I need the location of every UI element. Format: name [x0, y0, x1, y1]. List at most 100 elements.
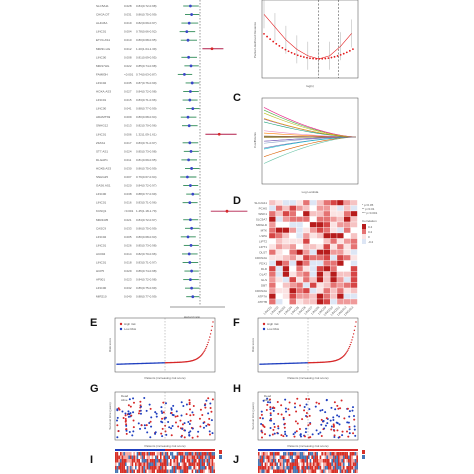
- panelI-cell: [183, 469, 185, 473]
- panelH-point: [304, 431, 307, 434]
- panelI-cell: [200, 452, 202, 456]
- panelG-point: [161, 435, 164, 438]
- panelF-legend-low-dot: [262, 327, 266, 331]
- panelF-point: [346, 350, 348, 353]
- panelI-cell: [123, 466, 125, 470]
- panel-d-cell: [275, 243, 283, 250]
- panelH-point: [273, 432, 276, 435]
- panelH-point: [269, 408, 272, 411]
- panelJ-cell: [283, 452, 285, 456]
- panelG-point: [188, 431, 191, 434]
- panelI-cell: [196, 455, 199, 459]
- panelH-point: [320, 418, 323, 421]
- panel-d-cell: [330, 205, 338, 212]
- panelJ-cell: [328, 459, 330, 463]
- panelI-cell: [135, 466, 137, 470]
- panel-d-cell: [330, 232, 338, 239]
- panel-d-sig-legend: ** p<0.01: [362, 207, 375, 211]
- panelH-point: [261, 417, 264, 420]
- forest-hr-text: 0.80(0.68-0.93): [136, 235, 157, 239]
- panelJ-cell: [318, 459, 320, 463]
- panel-d-cell: [296, 221, 304, 228]
- panelG-point: [189, 419, 192, 422]
- panelJ-cell: [348, 459, 350, 463]
- panelH-point: [285, 434, 288, 437]
- panelI-cell: [155, 466, 157, 470]
- panelI-cell: [191, 459, 194, 463]
- panel-d-col-label: LINC06: [297, 305, 307, 315]
- panelG-point: [188, 401, 191, 404]
- panelJ-cell: [298, 455, 300, 459]
- panel-d-cell: [316, 227, 324, 234]
- panelI-cell: [178, 462, 180, 466]
- panelJ-cell: [284, 455, 287, 459]
- panelJ-cell: [334, 452, 337, 456]
- panelI-cell: [173, 469, 175, 473]
- panelI-cell: [151, 466, 154, 470]
- panelI-cell: [140, 462, 142, 466]
- panelJ-cell: [329, 455, 332, 459]
- panelI-cell: [126, 455, 129, 459]
- forest-gene-label: LINC00: [96, 192, 107, 196]
- panelI-cell: [171, 469, 174, 473]
- panelJ-cell: [298, 462, 300, 466]
- panelJ-cell: [299, 469, 302, 473]
- panelI-cell: [175, 469, 177, 473]
- panelH-point: [353, 425, 356, 428]
- panel-d-cell: [323, 238, 331, 245]
- panelJ-cell: [316, 452, 318, 456]
- forest-hr-point: [186, 38, 190, 42]
- panel-d-cell: [302, 271, 310, 278]
- panelJ-cell: [343, 466, 345, 470]
- panelJ-cell: [351, 462, 353, 466]
- panel-d-cell: [289, 221, 297, 228]
- panelJ-cell: [346, 469, 348, 473]
- panelF-point: [349, 343, 352, 346]
- panel-d-cell: [336, 205, 344, 212]
- panelG-point: [211, 432, 214, 435]
- panelI-cell: [146, 459, 149, 463]
- panelJ-cell: [259, 459, 262, 463]
- panelH-point: [332, 419, 335, 422]
- panelJ-cell: [323, 455, 325, 459]
- panelH-point: [299, 404, 302, 407]
- panelH-point: [276, 401, 279, 404]
- panelJ-cell: [289, 459, 292, 463]
- panelI-cell: [118, 455, 120, 459]
- forest-hr-point: [189, 218, 192, 222]
- panelJ-cell: [266, 462, 268, 466]
- panelI-cell: [153, 452, 155, 456]
- forest-hr-text: 0.86(0.75-0.99): [136, 166, 157, 170]
- panel-d-cell: [282, 199, 290, 206]
- panelJ-cell: [343, 469, 345, 473]
- panelG-point: [127, 415, 130, 418]
- panelG-point: [183, 436, 186, 439]
- panelI-cell: [188, 455, 190, 459]
- panelI-cell: [175, 462, 177, 466]
- panelG-point: [132, 401, 135, 404]
- panel-label-c: C: [233, 92, 241, 104]
- panelJ-cell: [259, 469, 262, 473]
- panelI-cell: [136, 455, 139, 459]
- panelI-cell: [206, 455, 209, 459]
- panelJ-cell: [264, 455, 267, 459]
- panelH-point: [277, 412, 280, 415]
- panel-d-cell: [282, 221, 290, 228]
- panelG-xlabel: Patients (increasing risk score): [144, 444, 185, 448]
- panelI-cell: [205, 466, 207, 470]
- panelJ-cell: [319, 455, 322, 459]
- panelI-cell: [178, 452, 180, 456]
- panelI-cell: [121, 459, 124, 463]
- panel-d-cell: [350, 199, 358, 206]
- panelG-point: [124, 419, 127, 422]
- panel-d-cell: [316, 293, 324, 300]
- panelJ-cell: [259, 455, 262, 459]
- panelI-cell: [161, 462, 164, 466]
- panelI-cell: [171, 466, 174, 470]
- panelH-point: [305, 397, 308, 400]
- panelJ-cell: [309, 462, 312, 466]
- forest-hr-point: [186, 175, 189, 179]
- panelJ-cell: [304, 452, 307, 456]
- panel-d-cell: [323, 221, 331, 228]
- panelI-cell: [183, 466, 185, 470]
